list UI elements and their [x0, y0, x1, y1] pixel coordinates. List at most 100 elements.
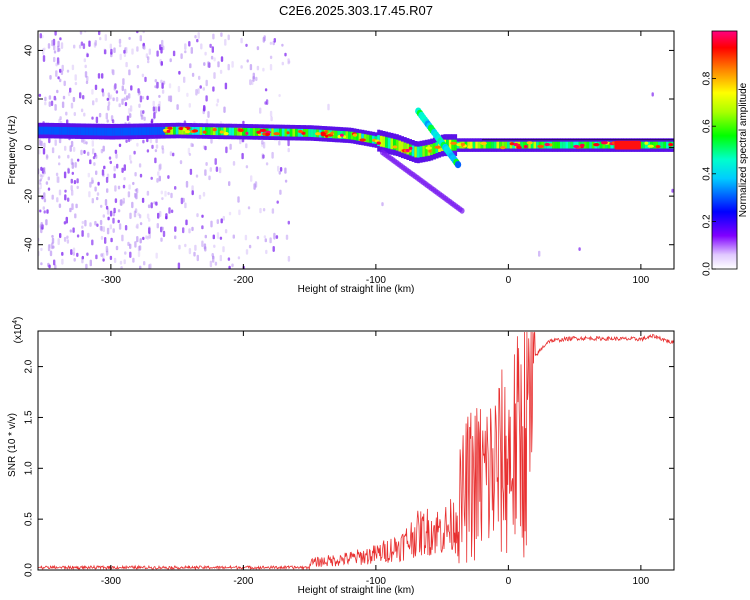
spectrogram-noise-mark	[210, 55, 214, 60]
spectrogram-noise-mark	[42, 148, 46, 155]
spectrogram-noise-mark	[39, 182, 42, 190]
spectrogram-ridge-core	[40, 126, 44, 135]
spectrogram-noise-mark	[56, 176, 59, 183]
spectrogram-noise-mark	[140, 114, 144, 120]
spectrogram-noise-mark	[263, 35, 266, 42]
spectrogram-noise-mark	[83, 58, 86, 63]
spectrogram-ridge-core	[432, 143, 436, 154]
spectrogram-hot-spot	[456, 143, 462, 147]
spectrogram-noise-mark	[101, 88, 104, 93]
spectrogram-noise-mark	[205, 162, 208, 166]
spectrogram-noise-mark	[133, 210, 137, 218]
spectrogram-noise-mark	[209, 260, 213, 268]
spectrogram-noise-mark	[139, 238, 142, 244]
spectrogram-noise-mark	[191, 185, 194, 192]
spectrogram-noise-mark	[101, 169, 105, 176]
spectrogram-noise-mark	[220, 56, 224, 62]
spectrogram-ridge-core	[666, 141, 670, 149]
spectrogram-noise-mark	[137, 251, 141, 258]
spectrogram-ridge-core	[416, 146, 420, 158]
spectrogram-noise-mark	[69, 87, 72, 93]
spectrogram-noise-mark	[109, 94, 113, 100]
spectrogram-ridge-core	[451, 139, 455, 151]
spectrogram-noise-mark	[61, 64, 64, 72]
spectrogram-ridge-core	[151, 127, 155, 135]
spectrogram-hot-spot	[192, 129, 199, 133]
y-tick-label: 1.5	[24, 410, 35, 424]
spectrogram-noise-mark	[381, 202, 384, 207]
spectrogram-ridge-core	[411, 145, 415, 157]
spectrogram-noise-mark	[224, 38, 227, 46]
spectrogram-noise-mark	[40, 247, 43, 252]
spectrogram-noise-mark	[63, 221, 67, 225]
spectrogram-noise-mark	[136, 236, 139, 243]
spectrogram-peak-band	[614, 140, 641, 150]
spectrogram-noise-mark	[39, 209, 42, 213]
spectrogram-noise-mark	[52, 245, 55, 249]
spectrogram-ridge-core	[128, 127, 132, 136]
spectrogram-noise-mark	[205, 119, 209, 125]
spectrogram-hot-spot	[580, 143, 585, 147]
spectrogram-ridge-core	[218, 127, 222, 136]
spectrogram-noise-mark	[189, 63, 192, 69]
spectrogram-ridge-core	[560, 141, 563, 149]
spectrogram-noise-mark	[281, 43, 284, 47]
spectrogram-noise-mark	[162, 80, 166, 85]
spectrogram-ridge-core	[114, 127, 118, 136]
spectrogram-ridge-core	[109, 127, 113, 136]
spectrogram-noise-mark	[130, 85, 133, 91]
spectrogram-noise-mark	[188, 153, 192, 156]
spectrogram-noise-mark	[47, 176, 50, 181]
spectrogram-noise-mark	[117, 209, 121, 213]
spectrogram-branch-mark	[459, 207, 465, 214]
spectrogram-noise-mark	[142, 31, 145, 34]
spectrogram-hot-spot	[644, 141, 649, 145]
spectrogram-noise-mark	[217, 61, 220, 68]
spectrogram-noise-mark	[148, 226, 151, 231]
spectrogram-noise-mark	[107, 92, 110, 97]
spectrogram-noise-mark	[53, 56, 56, 63]
spectrogram-noise-mark	[94, 84, 98, 91]
spectrogram-ridge-core	[51, 126, 55, 135]
spectrogram-ridge-core	[43, 126, 47, 135]
spectrogram-ridge-core	[234, 127, 238, 136]
spectrogram-noise-mark	[139, 95, 143, 103]
spectrogram-noise-mark	[137, 212, 140, 216]
spectrogram-noise-mark	[157, 171, 160, 176]
y-tick-label: 0.0	[24, 563, 35, 577]
spectrogram-noise-mark	[232, 161, 236, 166]
spectrogram-hot-spot	[392, 145, 398, 149]
spectrogram-noise-mark	[241, 152, 244, 160]
spectrogram-ridge-core	[99, 127, 102, 136]
spectrogram-noise-mark	[67, 168, 70, 174]
spectrogram-ridge-core	[141, 127, 145, 136]
spectrogram-ridge-core	[46, 126, 49, 135]
spectrogram-noise-mark	[81, 255, 84, 260]
spectrogram-ridge-core	[663, 141, 667, 149]
spectrogram-noise-mark	[285, 234, 289, 240]
spectrogram-noise-mark	[131, 48, 134, 55]
spectrogram-noise-mark	[327, 103, 330, 111]
spectrogram-noise-mark	[53, 45, 56, 51]
spectrogram-noise-mark	[256, 46, 260, 51]
spectrogram-noise-mark	[138, 103, 141, 108]
spectrogram-noise-mark	[199, 85, 202, 89]
spectrogram-noise-mark	[79, 92, 82, 99]
spectrogram-noise-mark	[67, 91, 71, 97]
spectrogram-noise-mark	[57, 40, 60, 48]
spectrogram-noise-mark	[203, 105, 206, 112]
spectrogram-noise-mark	[227, 63, 230, 71]
spectrogram-noise-mark	[91, 116, 94, 120]
spectrogram-noise-mark	[127, 108, 131, 114]
spectrogram-noise-mark	[110, 48, 113, 55]
spectrogram-noise-mark	[82, 43, 86, 50]
spectrogram-ridge-core	[295, 128, 299, 137]
spectrogram-noise-mark	[65, 111, 68, 116]
spectrogram-noise-mark	[121, 167, 124, 173]
spectrogram-noise-mark	[71, 64, 75, 71]
spectrogram-noise-mark	[39, 173, 42, 177]
spectrogram-noise-mark	[208, 175, 211, 181]
spectrogram-noise-mark	[269, 64, 273, 71]
spectrogram-ridge-core	[223, 127, 227, 136]
colorbar-tick-label: 0.0	[702, 262, 713, 276]
